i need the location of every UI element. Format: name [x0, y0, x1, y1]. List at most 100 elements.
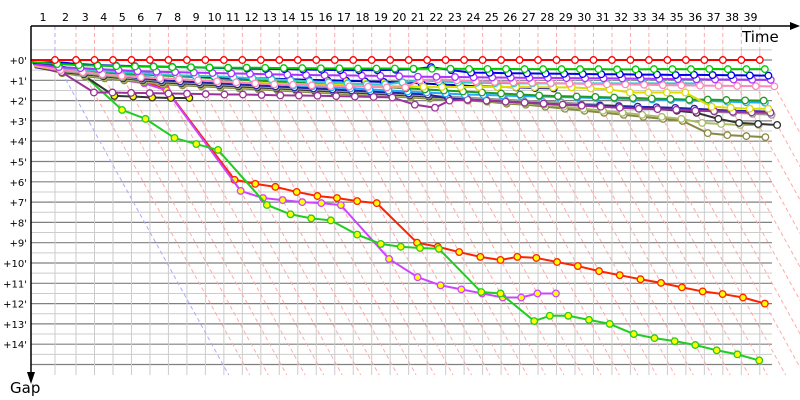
- data-point: [551, 289, 560, 298]
- data-point: [369, 92, 378, 101]
- data-point: [141, 114, 150, 123]
- data-point: [353, 64, 362, 73]
- data-point: [72, 56, 80, 64]
- data-point: [194, 76, 203, 85]
- data-point: [271, 182, 280, 191]
- data-point: [658, 81, 667, 90]
- y-tick-label: +14': [3, 340, 27, 351]
- data-point: [350, 92, 359, 101]
- data-point: [213, 77, 222, 86]
- data-point: [496, 289, 505, 298]
- lap-line: [334, 26, 509, 376]
- data-point: [236, 186, 245, 195]
- y-tick-label: +12': [3, 300, 27, 311]
- lap-line: [629, 26, 800, 369]
- x-tick-label: 33: [633, 11, 647, 24]
- x-tick-label: 31: [596, 11, 610, 24]
- lap-line: [167, 26, 343, 376]
- data-point: [534, 56, 542, 64]
- data-point: [497, 89, 506, 98]
- data-point: [286, 210, 295, 219]
- data-point: [326, 216, 335, 225]
- data-point: [270, 80, 279, 89]
- data-point: [671, 71, 680, 79]
- data-point: [670, 337, 679, 346]
- data-point: [644, 56, 653, 64]
- data-point: [714, 114, 723, 123]
- data-point: [131, 62, 139, 71]
- data-point: [634, 104, 643, 113]
- data-point: [419, 82, 428, 91]
- data-point: [89, 88, 98, 97]
- lap-line: [223, 26, 399, 376]
- data-point: [205, 63, 214, 72]
- data-point: [686, 65, 695, 74]
- data-point: [631, 65, 640, 74]
- lap-line: [408, 26, 583, 376]
- data-point: [137, 73, 145, 82]
- series-line: [33, 63, 771, 81]
- data-point: [385, 254, 394, 263]
- y-tick-label: +2': [10, 97, 28, 108]
- lap-line: [54, 26, 230, 376]
- data-point: [773, 121, 782, 129]
- data-point: [520, 65, 529, 74]
- data-point: [127, 56, 136, 64]
- data-point: [416, 244, 424, 252]
- data-point: [723, 131, 732, 140]
- data-point: [657, 112, 666, 121]
- lap-line: [94, 26, 269, 376]
- data-point: [577, 101, 586, 110]
- data-point: [220, 90, 229, 99]
- data-point: [404, 56, 413, 64]
- data-point: [735, 118, 744, 127]
- data-point: [372, 199, 381, 208]
- data-point: [576, 65, 584, 74]
- data-point: [755, 56, 764, 64]
- lap-line: [611, 26, 787, 376]
- data-point: [483, 64, 492, 73]
- data-point: [432, 72, 441, 81]
- data-point: [298, 64, 307, 73]
- data-point: [626, 56, 635, 64]
- x-tick-labels: 1 2 3 4 5 6 7 8 9 10 11 12 13 14 15 16 17 18 19 20 21 22 23 24 2…: [39, 11, 757, 24]
- y-tick-label: +9': [10, 239, 28, 250]
- data-point: [349, 56, 358, 64]
- x-tick-label: 23: [448, 11, 462, 24]
- data-point: [51, 56, 59, 64]
- data-point: [164, 89, 173, 98]
- data-point: [594, 65, 603, 74]
- data-point: [317, 199, 326, 208]
- x-tick-label: 8: [174, 11, 181, 24]
- lap-line: [130, 26, 306, 376]
- data-point: [170, 134, 179, 142]
- data-point: [530, 317, 539, 326]
- data-point: [395, 72, 404, 81]
- data-point: [251, 179, 260, 188]
- data-point: [396, 242, 405, 251]
- data-point: [445, 96, 454, 105]
- data-point: [759, 96, 768, 105]
- data-point: [382, 83, 391, 92]
- data-point: [742, 132, 751, 141]
- x-tick-label: 11: [226, 11, 240, 24]
- data-point: [298, 198, 307, 207]
- x-tick-label: 36: [688, 11, 702, 24]
- data-point: [751, 82, 760, 91]
- data-point: [476, 252, 485, 261]
- x-tick-label: 24: [466, 11, 480, 24]
- x-tick-label: 17: [337, 11, 351, 24]
- data-point: [313, 91, 322, 100]
- data-point: [108, 88, 117, 97]
- data-point: [326, 82, 335, 90]
- x-tick-label: 10: [208, 11, 222, 24]
- data-point: [257, 90, 266, 99]
- data-point: [539, 99, 548, 108]
- data-point: [275, 56, 284, 64]
- y-tick-label: +3': [10, 117, 28, 128]
- data-point: [533, 289, 542, 298]
- data-point: [691, 341, 700, 349]
- data-point: [224, 63, 233, 72]
- data-point: [742, 65, 751, 74]
